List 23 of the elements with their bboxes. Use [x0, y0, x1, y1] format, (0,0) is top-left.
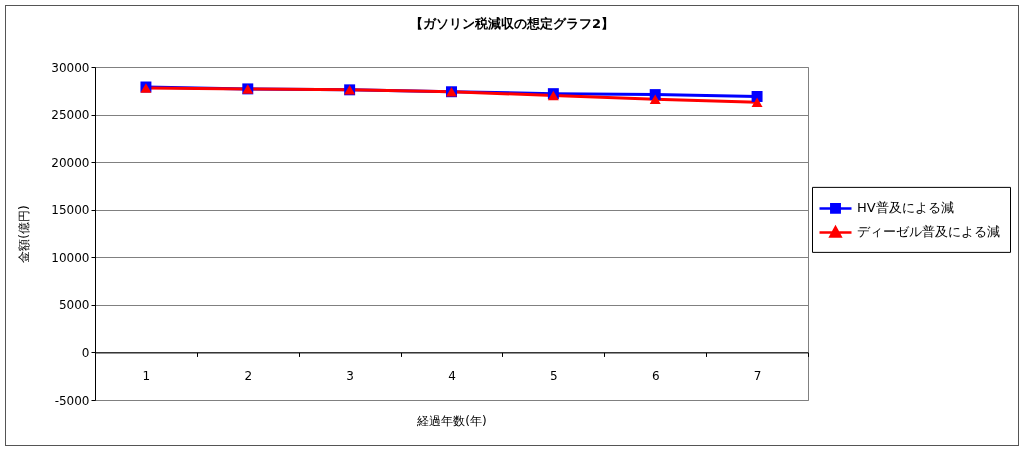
- y-tick-label: 15000: [51, 203, 90, 218]
- y-tick-label: -5000: [54, 393, 90, 408]
- y-tick-label: 30000: [51, 60, 90, 75]
- chart-title: 【ガソリン税減収の想定グラフ2】: [409, 16, 615, 31]
- x-tick-label: 1: [142, 368, 151, 383]
- point: [751, 97, 763, 107]
- y-tick-label: 0: [81, 345, 90, 360]
- point: [751, 91, 763, 102]
- point: [649, 94, 661, 105]
- x-tick-label: 3: [346, 368, 354, 383]
- legend-label: ディーゼル普及による減: [857, 224, 1000, 240]
- x-axis-title: 経過年数(年): [416, 413, 487, 428]
- legend-label: HV普及による減: [857, 200, 954, 216]
- x-tick-label: 4: [448, 368, 456, 383]
- x-tick-label: 2: [244, 368, 253, 383]
- y-axis-title: 金額(億円): [17, 205, 32, 263]
- y-tick-label: 20000: [51, 155, 90, 170]
- y-tick-label: 25000: [51, 108, 90, 123]
- y-tick-label: 5000: [58, 298, 90, 313]
- y-tick-label: 10000: [51, 250, 90, 265]
- x-tick-label: 6: [651, 368, 660, 383]
- x-tick-label: 5: [550, 368, 558, 383]
- x-tick-label: 7: [753, 368, 762, 383]
